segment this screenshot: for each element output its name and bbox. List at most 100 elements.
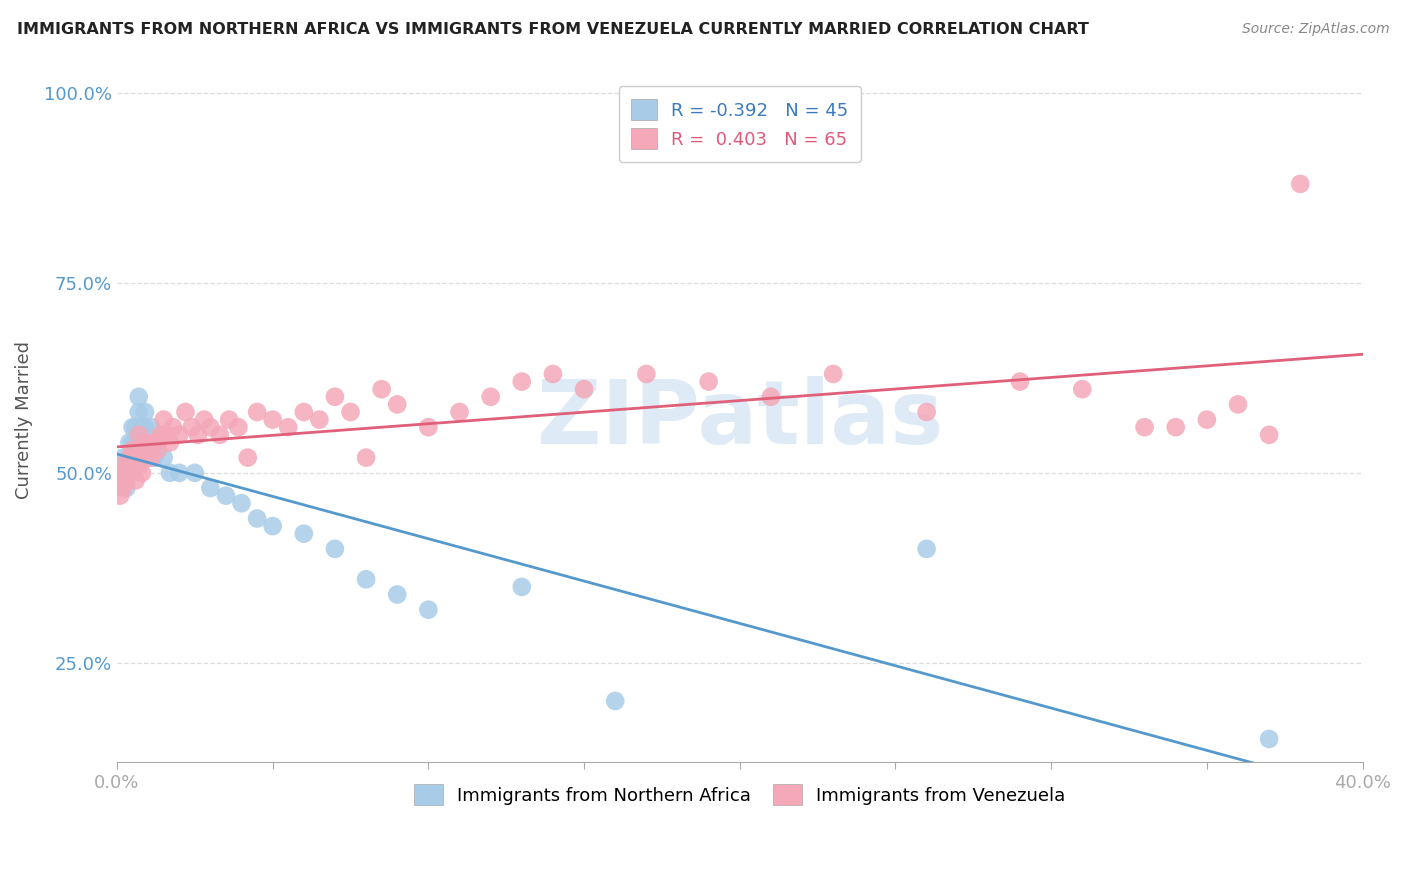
Point — [128, 458, 150, 473]
Point — [112, 466, 135, 480]
Point — [112, 450, 135, 465]
Point — [1164, 420, 1187, 434]
Point — [915, 541, 938, 556]
Point — [124, 435, 146, 450]
Point — [118, 450, 141, 465]
Point — [418, 420, 440, 434]
Point — [187, 427, 209, 442]
Y-axis label: Currently Married: Currently Married — [15, 341, 32, 499]
Point — [108, 489, 131, 503]
Point — [115, 474, 138, 488]
Point — [449, 405, 471, 419]
Point — [131, 420, 153, 434]
Point — [149, 427, 172, 442]
Point — [141, 450, 163, 465]
Point — [510, 580, 533, 594]
Point — [208, 427, 231, 442]
Point — [387, 397, 409, 411]
Point — [174, 405, 197, 419]
Point — [354, 572, 377, 586]
Point — [159, 435, 181, 450]
Point — [1071, 382, 1094, 396]
Point — [200, 420, 222, 434]
Point — [180, 420, 202, 434]
Point — [339, 405, 361, 419]
Point — [121, 458, 143, 473]
Point — [128, 427, 150, 442]
Point — [1008, 375, 1031, 389]
Point — [479, 390, 502, 404]
Point — [1195, 412, 1218, 426]
Point — [124, 450, 146, 465]
Point — [167, 427, 190, 442]
Point — [354, 450, 377, 465]
Point — [143, 435, 166, 450]
Point — [134, 435, 156, 450]
Point — [146, 435, 169, 450]
Point — [136, 435, 159, 450]
Point — [1258, 731, 1281, 746]
Point — [228, 420, 250, 434]
Point — [152, 450, 174, 465]
Point — [246, 405, 269, 419]
Point — [387, 587, 409, 601]
Point — [159, 466, 181, 480]
Point — [136, 443, 159, 458]
Point — [121, 420, 143, 434]
Point — [636, 367, 658, 381]
Point — [1289, 177, 1312, 191]
Point — [134, 420, 156, 434]
Point — [200, 481, 222, 495]
Point — [823, 367, 845, 381]
Point — [231, 496, 253, 510]
Point — [118, 435, 141, 450]
Text: ZIPatlas: ZIPatlas — [537, 376, 943, 463]
Point — [141, 420, 163, 434]
Point — [146, 443, 169, 458]
Point — [118, 466, 141, 480]
Point — [115, 466, 138, 480]
Point — [124, 420, 146, 434]
Point — [167, 466, 190, 480]
Point — [143, 450, 166, 465]
Point — [697, 375, 720, 389]
Point — [184, 466, 207, 480]
Point — [128, 390, 150, 404]
Point — [915, 405, 938, 419]
Point — [215, 489, 238, 503]
Point — [121, 450, 143, 465]
Point — [108, 466, 131, 480]
Point — [1133, 420, 1156, 434]
Point — [418, 603, 440, 617]
Legend: Immigrants from Northern Africa, Immigrants from Venezuela: Immigrants from Northern Africa, Immigra… — [405, 775, 1074, 814]
Point — [134, 405, 156, 419]
Point — [108, 458, 131, 473]
Point — [131, 435, 153, 450]
Point — [759, 390, 782, 404]
Point — [128, 405, 150, 419]
Point — [541, 367, 564, 381]
Point — [115, 466, 138, 480]
Text: Source: ZipAtlas.com: Source: ZipAtlas.com — [1241, 22, 1389, 37]
Point — [115, 458, 138, 473]
Point — [112, 481, 135, 495]
Point — [124, 450, 146, 465]
Point — [193, 412, 215, 426]
Point — [236, 450, 259, 465]
Point — [108, 474, 131, 488]
Point — [572, 382, 595, 396]
Point — [131, 450, 153, 465]
Point — [1227, 397, 1250, 411]
Point — [510, 375, 533, 389]
Point — [162, 420, 184, 434]
Point — [115, 481, 138, 495]
Point — [131, 466, 153, 480]
Point — [308, 412, 330, 426]
Point — [246, 511, 269, 525]
Point — [218, 412, 240, 426]
Point — [156, 427, 179, 442]
Point — [277, 420, 299, 434]
Point — [605, 694, 627, 708]
Point — [124, 474, 146, 488]
Point — [136, 450, 159, 465]
